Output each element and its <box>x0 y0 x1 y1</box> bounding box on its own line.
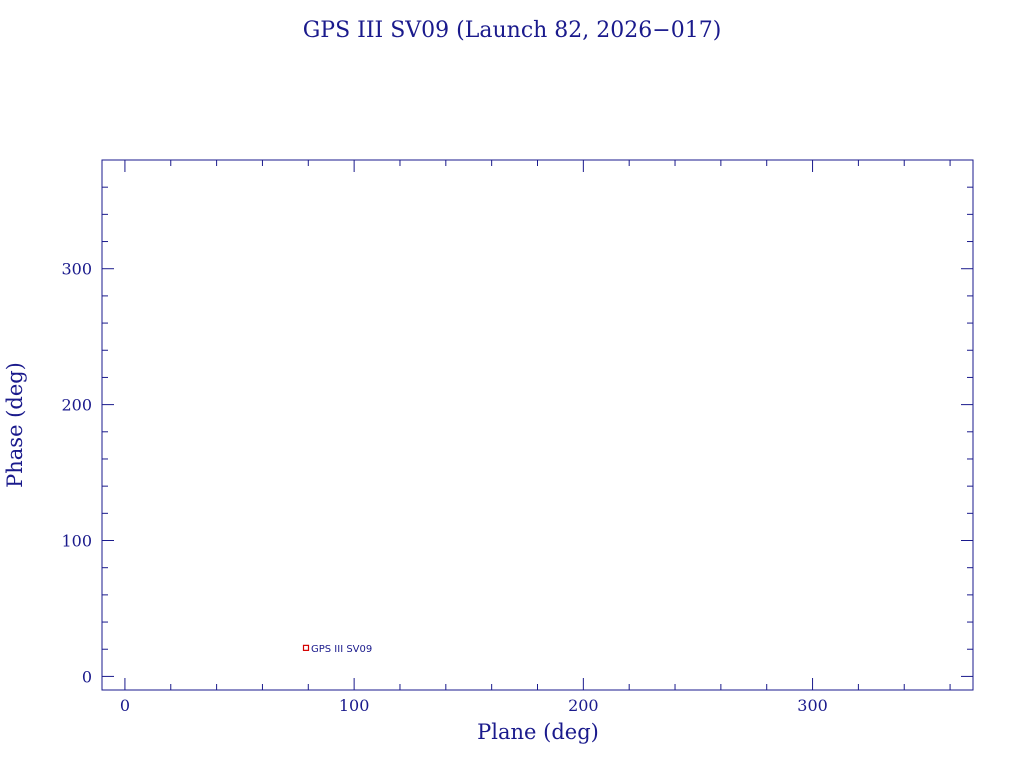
x-tick-label: 200 <box>568 696 599 715</box>
x-tick-label: 300 <box>797 696 828 715</box>
y-tick-labels: 0 100 200 300 <box>61 260 92 687</box>
axis-ticks <box>102 159 973 690</box>
data-point-marker <box>302 644 310 651</box>
x-tick-labels: 0 100 200 300 <box>120 696 828 715</box>
y-tick-label: 100 <box>61 532 92 551</box>
y-tick-label: 300 <box>61 260 92 279</box>
data-point-label: GPS III SV09 <box>311 644 372 655</box>
x-tick-label: 100 <box>339 696 370 715</box>
x-tick-label: 0 <box>120 696 130 715</box>
plot-frame <box>101 159 974 691</box>
data-points: GPS III SV09 <box>302 644 372 655</box>
y-axis-label: Phase (deg) <box>3 362 27 488</box>
chart-title: GPS III SV09 (Launch 82, 2026−017) <box>303 18 722 43</box>
y-tick-label: 0 <box>82 667 92 686</box>
y-tick-label: 200 <box>61 396 92 415</box>
x-axis-label: Plane (deg) <box>477 720 599 744</box>
